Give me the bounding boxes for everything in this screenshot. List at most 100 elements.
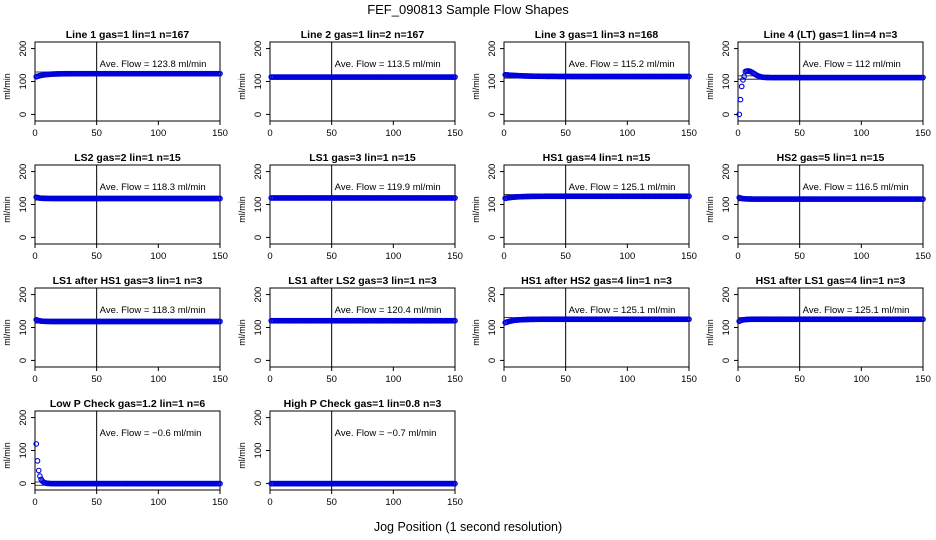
x-tick-label: 150 xyxy=(447,251,463,262)
data-point xyxy=(37,473,43,479)
data-points xyxy=(33,316,223,325)
x-axis-label: Jog Position (1 second resolution) xyxy=(374,520,562,534)
y-axis-label: ml/min xyxy=(237,442,247,469)
x-tick-label: 50 xyxy=(560,128,571,139)
data-point xyxy=(452,480,458,487)
y-tick-label: 100 xyxy=(18,320,29,336)
x-tick-label: 150 xyxy=(212,374,228,385)
data-point xyxy=(217,318,223,325)
x-tick-label: 0 xyxy=(501,128,506,139)
x-tick-label: 100 xyxy=(853,251,869,262)
y-axis-label: ml/min xyxy=(471,73,481,100)
data-points xyxy=(33,441,223,487)
y-tick-label: 0 xyxy=(721,358,732,363)
x-tick-label: 50 xyxy=(91,497,102,508)
plot-frame xyxy=(503,41,690,122)
chart-panel: Low P Check gas=1.2 lin=1 n=6 0 100 200 0 50 1… xyxy=(2,398,228,508)
data-point xyxy=(920,316,926,323)
data-points xyxy=(268,74,458,80)
panel-title: HS1 after HS2 gas=4 lin=1 n=3 xyxy=(521,275,672,287)
data-points xyxy=(736,194,926,202)
plot-frame xyxy=(737,287,924,368)
x-tick-label: 0 xyxy=(32,128,37,139)
x-tick-label: 150 xyxy=(915,128,931,139)
x-tick-label: 100 xyxy=(853,128,869,139)
x-tick-label: 150 xyxy=(447,374,463,385)
x-tick-label: 150 xyxy=(447,128,463,139)
data-points xyxy=(736,68,926,118)
plot-frame xyxy=(34,41,221,122)
y-axis-label: ml/min xyxy=(237,73,247,100)
chart-panel: LS2 gas=2 lin=1 n=15 0 100 200 0 50 100 150 ml/m… xyxy=(2,152,228,262)
y-tick-label: 0 xyxy=(487,112,498,117)
x-tick-label: 100 xyxy=(385,497,401,508)
x-tick-label: 100 xyxy=(150,128,166,139)
y-tick-label: 100 xyxy=(721,197,732,213)
average-flow-annotation: Ave. Flow = 118.3 ml/min xyxy=(100,182,206,193)
y-tick-label: 0 xyxy=(253,112,264,117)
average-flow-annotation: Ave. Flow = 115.2 ml/min xyxy=(569,59,675,70)
average-flow-annotation: Ave. Flow = 125.1 ml/min xyxy=(803,305,910,316)
y-tick-label: 100 xyxy=(487,197,498,213)
x-tick-label: 50 xyxy=(560,251,571,262)
panel-title: High P Check gas=1 lin=0.8 n=3 xyxy=(284,398,442,410)
y-axis-label: ml/min xyxy=(471,196,481,223)
data-point xyxy=(920,74,926,81)
plot-frame xyxy=(269,287,456,368)
average-flow-annotation: Ave. Flow = −0.7 ml/min xyxy=(335,428,437,439)
x-tick-label: 100 xyxy=(619,251,635,262)
x-tick-label: 0 xyxy=(32,374,37,385)
x-tick-label: 150 xyxy=(212,128,228,139)
chart-panel: High P Check gas=1 lin=0.8 n=3 0 100 200 0 50… xyxy=(237,398,463,508)
y-tick-label: 0 xyxy=(18,112,29,117)
y-tick-label: 0 xyxy=(18,235,29,240)
y-tick-label: 200 xyxy=(253,410,264,426)
y-tick-label: 0 xyxy=(487,358,498,363)
chart-panel: HS1 after LS1 gas=4 lin=1 n=3 0 100 200 0 50 1… xyxy=(705,275,931,385)
plot-frame xyxy=(269,164,456,245)
x-tick-label: 100 xyxy=(619,128,635,139)
panel-title: LS1 after HS1 gas=3 lin=1 n=3 xyxy=(53,275,203,287)
data-point xyxy=(736,111,743,118)
x-tick-label: 0 xyxy=(267,128,272,139)
average-flow-annotation: Ave. Flow = 119.9 ml/min xyxy=(335,182,441,193)
x-tick-label: 100 xyxy=(150,497,166,508)
y-tick-label: 0 xyxy=(721,112,732,117)
y-tick-label: 200 xyxy=(721,287,732,303)
data-point xyxy=(452,74,458,80)
plot-frame xyxy=(34,164,221,245)
data-point xyxy=(686,193,692,200)
y-axis-label: ml/min xyxy=(705,196,715,223)
y-tick-label: 200 xyxy=(253,41,264,57)
average-flow-annotation: Ave. Flow = 116.5 ml/min xyxy=(803,182,909,193)
x-tick-label: 150 xyxy=(212,497,228,508)
y-tick-label: 100 xyxy=(18,443,29,459)
x-tick-label: 150 xyxy=(681,128,697,139)
chart-panel: LS1 after HS1 gas=3 lin=1 n=3 0 100 200 0 50 1… xyxy=(2,275,228,385)
average-flow-annotation: Ave. Flow = 125.1 ml/min xyxy=(569,182,676,193)
x-tick-label: 0 xyxy=(32,251,37,262)
chart-panel: Line 4 (LT) gas=1 lin=4 n=3 0 100 200 0 50 100… xyxy=(705,29,931,139)
data-point xyxy=(740,77,746,83)
y-tick-label: 0 xyxy=(18,481,29,486)
chart-panel: Line 3 gas=1 lin=3 n=168 0 100 200 0 50 100 150… xyxy=(471,29,697,139)
y-tick-label: 100 xyxy=(18,197,29,213)
data-point xyxy=(217,195,223,202)
y-tick-label: 100 xyxy=(487,320,498,336)
data-points xyxy=(502,71,692,80)
y-tick-label: 0 xyxy=(721,235,732,240)
x-tick-label: 100 xyxy=(853,374,869,385)
panel-title: Line 2 gas=1 lin=2 n=167 xyxy=(301,29,425,41)
plot-frame xyxy=(34,287,221,368)
average-flow-annotation: Ave. Flow = 112 ml/min xyxy=(803,59,901,70)
x-tick-label: 0 xyxy=(267,251,272,262)
panel-title: HS2 gas=5 lin=1 n=15 xyxy=(777,152,885,164)
y-axis-label: ml/min xyxy=(705,319,715,346)
average-flow-annotation: Ave. Flow = 118.3 ml/min xyxy=(100,305,206,316)
y-tick-label: 100 xyxy=(253,197,264,213)
y-tick-label: 100 xyxy=(18,74,29,90)
plot-frame xyxy=(737,41,924,122)
y-tick-label: 200 xyxy=(18,164,29,180)
y-tick-label: 100 xyxy=(721,74,732,90)
x-tick-label: 50 xyxy=(326,128,337,139)
